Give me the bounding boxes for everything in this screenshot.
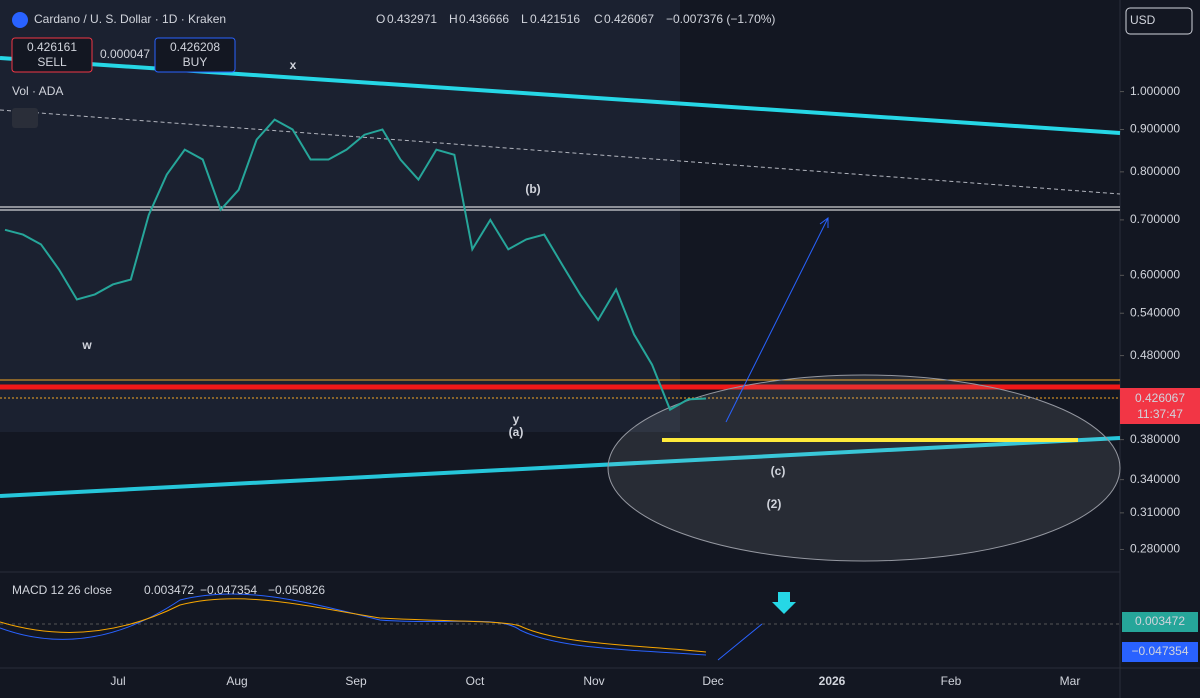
last-price: 0.426067 xyxy=(1135,391,1185,405)
y-tick-label: 0.800000 xyxy=(1130,164,1180,178)
wave-label: w xyxy=(81,338,92,352)
ohlc-value: 0.421516 xyxy=(530,12,580,26)
wave-label: y xyxy=(513,412,520,426)
down-arrow-icon xyxy=(772,592,796,614)
ohlc-change: −0.007376 (−1.70%) xyxy=(666,12,775,26)
x-tick-label: Nov xyxy=(583,674,604,688)
macd-label: MACD 12 26 close xyxy=(12,583,112,597)
macd-tag xyxy=(1122,612,1198,632)
wave-label: (2) xyxy=(767,497,782,511)
ohlc-label: O xyxy=(376,12,385,26)
ohlc-label: H xyxy=(449,12,458,26)
y-tick-label: 0.600000 xyxy=(1130,268,1180,282)
x-tick-label: Aug xyxy=(226,674,247,688)
sell-price[interactable]: 0.426161 xyxy=(27,40,77,54)
x-tick-label: Sep xyxy=(345,674,367,688)
signal-line xyxy=(0,598,707,653)
price-line xyxy=(4,118,707,412)
sell-button[interactable] xyxy=(11,37,93,73)
buy-label[interactable]: BUY xyxy=(183,55,208,69)
buy-price[interactable]: 0.426208 xyxy=(170,40,220,54)
arrowhead xyxy=(819,217,829,228)
countdown: 11:37:47 xyxy=(1137,407,1183,421)
currency[interactable]: USD xyxy=(1130,13,1156,27)
signal-axis-value: −0.047354 xyxy=(1131,644,1188,658)
dashed-trendline xyxy=(0,109,1121,195)
y-tick-label: 1.000000 xyxy=(1130,84,1180,98)
wave-label: (b) xyxy=(525,182,540,196)
buy-button[interactable] xyxy=(154,37,236,73)
x-tick-label: Dec xyxy=(702,674,723,688)
signal-value: −0.047354 xyxy=(200,583,257,597)
macd-line xyxy=(0,593,707,656)
macd-axis-value: 0.003472 xyxy=(1135,614,1185,628)
shaded-range xyxy=(0,0,680,432)
wave-label: (c) xyxy=(771,464,786,478)
ohlc-label: C xyxy=(594,12,603,26)
lower-trendline xyxy=(0,436,1121,498)
ohlc-label: L xyxy=(521,12,528,26)
target-ellipse xyxy=(607,374,1121,562)
symbol-title[interactable]: Cardano / U. S. Dollar · 1D · Kraken xyxy=(34,12,226,26)
x-tick-label: Oct xyxy=(466,674,485,688)
x-tick-label: Mar xyxy=(1060,674,1081,688)
macd-arrow xyxy=(717,623,763,661)
collapse-button[interactable] xyxy=(12,108,38,128)
projection-arrow xyxy=(725,217,829,423)
histogram-value: −0.050826 xyxy=(268,583,325,597)
sell-label[interactable]: SELL xyxy=(37,55,67,69)
y-tick-label: 0.900000 xyxy=(1130,122,1180,136)
spread: 0.000047 xyxy=(100,47,150,61)
y-tick-label: 0.310000 xyxy=(1130,505,1180,519)
last-price-tag xyxy=(1120,388,1200,424)
y-tick-label: 0.280000 xyxy=(1130,542,1180,556)
currency-button[interactable] xyxy=(1125,7,1193,35)
volume-label: Vol · ADA xyxy=(12,84,63,98)
x-tick-label: Jul xyxy=(110,674,125,688)
y-tick-label: 0.340000 xyxy=(1130,472,1180,486)
wave-label: (a) xyxy=(509,425,524,439)
ohlc-value: 0.426067 xyxy=(604,12,654,26)
symbol-icon xyxy=(12,12,28,28)
ohlc-value: 0.436666 xyxy=(459,12,509,26)
wave-label: x xyxy=(290,58,297,72)
x-tick-label: Feb xyxy=(941,674,962,688)
ohlc-value: 0.432971 xyxy=(387,12,437,26)
y-tick-label: 0.700000 xyxy=(1130,212,1180,226)
x-tick-label: 2026 xyxy=(819,674,846,688)
y-tick-label: 0.480000 xyxy=(1130,348,1180,362)
signal-tag xyxy=(1122,642,1198,662)
y-tick-label: 0.380000 xyxy=(1130,432,1180,446)
macd-value: 0.003472 xyxy=(144,583,194,597)
y-tick-label: 0.540000 xyxy=(1130,305,1180,319)
